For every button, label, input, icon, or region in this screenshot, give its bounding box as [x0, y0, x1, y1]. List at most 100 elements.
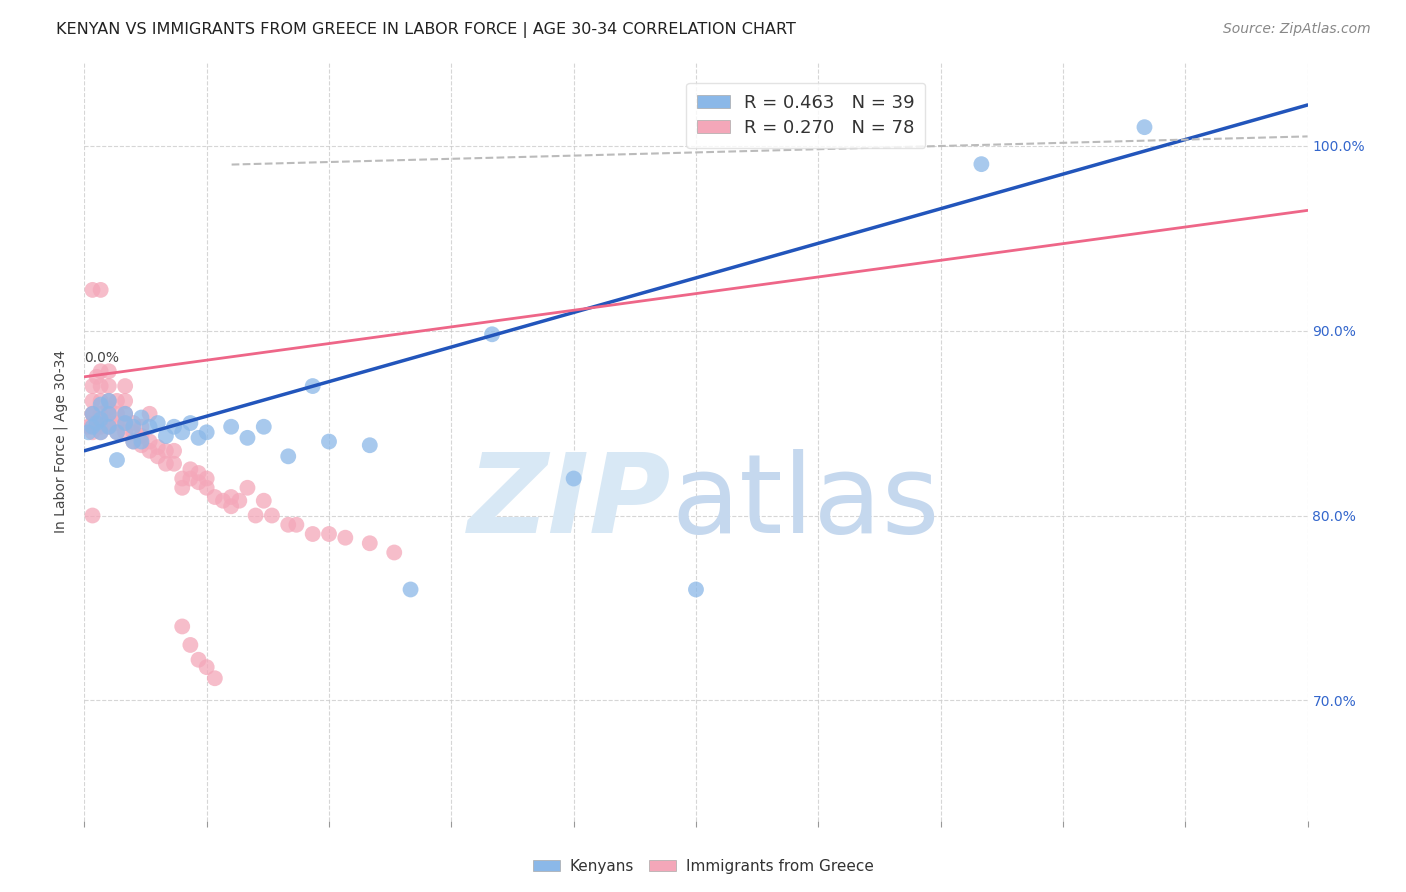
Point	[212, 493, 235, 508]
Point	[1133, 120, 1156, 135]
Point	[172, 471, 194, 485]
Point	[179, 638, 201, 652]
Point	[228, 493, 250, 508]
Point	[163, 443, 186, 458]
Point	[77, 425, 100, 440]
Point	[105, 453, 128, 467]
Point	[335, 531, 357, 545]
Point	[90, 425, 112, 440]
Point	[219, 490, 242, 504]
Point	[82, 419, 104, 434]
Point	[179, 416, 201, 430]
Point	[114, 416, 136, 430]
Point	[155, 457, 177, 471]
Point	[195, 471, 218, 485]
Point	[253, 419, 276, 434]
Point	[86, 369, 108, 384]
Point	[97, 407, 120, 421]
Point	[163, 419, 186, 434]
Point	[138, 419, 160, 434]
Point	[260, 508, 283, 523]
Point	[90, 407, 112, 421]
Point	[195, 660, 218, 674]
Point	[146, 416, 169, 430]
Point	[138, 407, 160, 421]
Point	[90, 398, 112, 412]
Point	[122, 416, 145, 430]
Point	[90, 412, 112, 426]
Text: 0.0%: 0.0%	[84, 351, 120, 365]
Point	[97, 379, 120, 393]
Point	[97, 419, 120, 434]
Point	[131, 419, 153, 434]
Point	[138, 443, 160, 458]
Point	[82, 393, 104, 408]
Point	[82, 407, 104, 421]
Point	[219, 419, 242, 434]
Point	[90, 379, 112, 393]
Point	[187, 466, 209, 480]
Point	[481, 327, 503, 342]
Point	[114, 393, 136, 408]
Point	[685, 582, 707, 597]
Point	[114, 379, 136, 393]
Legend: Kenyans, Immigrants from Greece: Kenyans, Immigrants from Greece	[526, 853, 880, 880]
Point	[187, 653, 209, 667]
Point	[195, 481, 218, 495]
Point	[359, 536, 381, 550]
Point	[97, 407, 120, 421]
Point	[172, 619, 194, 633]
Point	[122, 434, 145, 449]
Point	[970, 157, 993, 171]
Point	[105, 416, 128, 430]
Point	[204, 671, 226, 685]
Point	[122, 434, 145, 449]
Point	[90, 425, 112, 440]
Y-axis label: In Labor Force | Age 30-34: In Labor Force | Age 30-34	[53, 350, 69, 533]
Point	[82, 416, 104, 430]
Point	[219, 500, 242, 514]
Point	[172, 481, 194, 495]
Point	[90, 393, 112, 408]
Point	[90, 283, 112, 297]
Point	[195, 425, 218, 440]
Text: ZIP: ZIP	[468, 449, 672, 556]
Point	[187, 431, 209, 445]
Point	[122, 419, 145, 434]
Point	[82, 379, 104, 393]
Point	[97, 364, 120, 378]
Point	[86, 416, 108, 430]
Point	[77, 419, 100, 434]
Point	[155, 429, 177, 443]
Point	[114, 416, 136, 430]
Point	[204, 490, 226, 504]
Point	[236, 431, 259, 445]
Point	[97, 393, 120, 408]
Point	[105, 425, 128, 440]
Point	[301, 379, 323, 393]
Point	[146, 440, 169, 454]
Point	[179, 462, 201, 476]
Point	[82, 407, 104, 421]
Point	[105, 425, 128, 440]
Point	[245, 508, 267, 523]
Point	[82, 407, 104, 421]
Point	[105, 407, 128, 421]
Text: KENYAN VS IMMIGRANTS FROM GREECE IN LABOR FORCE | AGE 30-34 CORRELATION CHART: KENYAN VS IMMIGRANTS FROM GREECE IN LABO…	[56, 22, 796, 38]
Point	[131, 410, 153, 425]
Point	[114, 425, 136, 440]
Point	[97, 401, 120, 416]
Point	[146, 450, 169, 464]
Point	[155, 443, 177, 458]
Point	[131, 429, 153, 443]
Point	[138, 434, 160, 449]
Point	[131, 434, 153, 449]
Point	[187, 475, 209, 490]
Point	[97, 419, 120, 434]
Text: atlas: atlas	[672, 449, 941, 556]
Point	[97, 416, 120, 430]
Point	[318, 434, 340, 449]
Point	[90, 419, 112, 434]
Point	[277, 450, 299, 464]
Point	[90, 364, 112, 378]
